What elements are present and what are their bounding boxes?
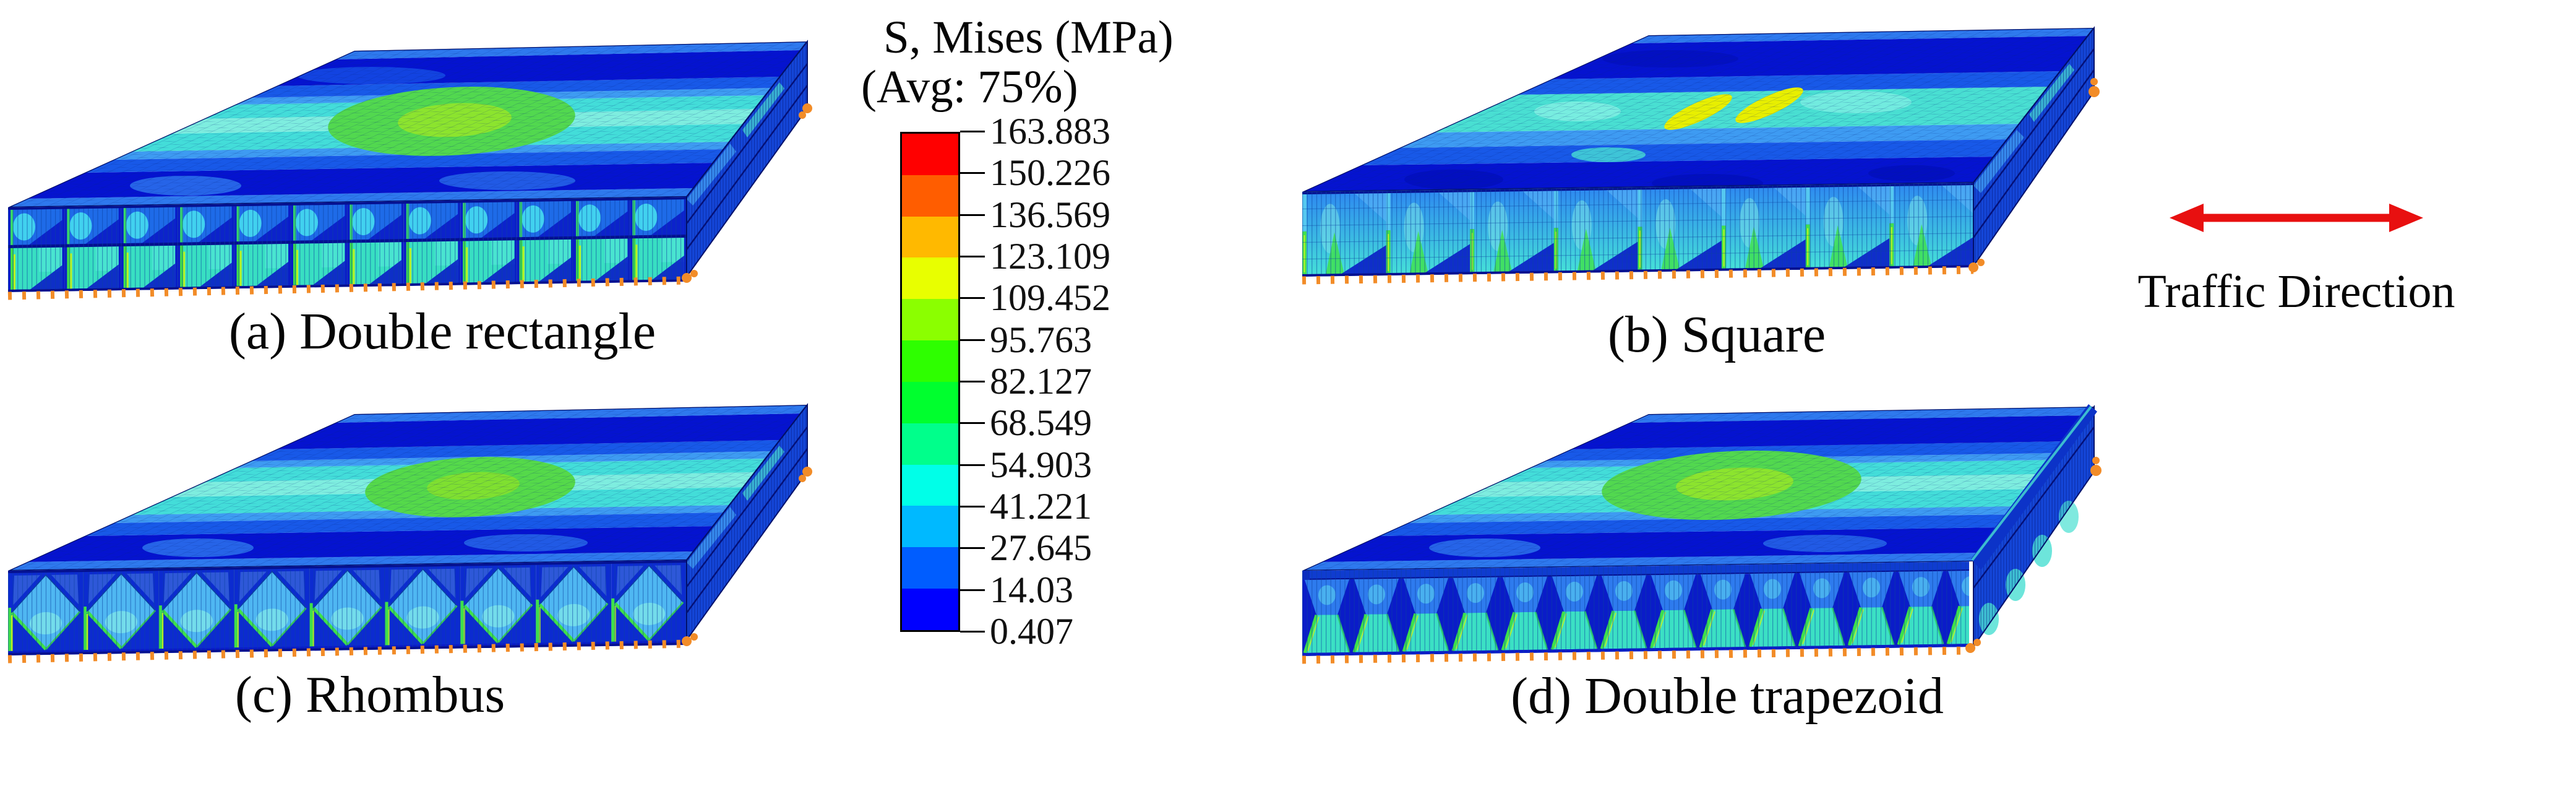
legend-band: [902, 340, 958, 382]
legend-band: [902, 381, 958, 423]
panel-d-front-face: [1302, 561, 1969, 656]
panel-d-top-face: [1302, 407, 2094, 571]
legend-tick: [960, 256, 985, 257]
legend-tick: [960, 506, 985, 508]
legend-tick-value: 41.221: [990, 485, 1092, 527]
panel-a-boundary-markers: [7, 103, 812, 300]
legend-tick: [960, 464, 985, 466]
legend-band: [902, 506, 958, 548]
legend-tick: [960, 339, 985, 341]
legend-tick: [960, 589, 985, 591]
legend-tick: [960, 631, 985, 633]
legend-band: [902, 589, 958, 630]
panel-a-top-face: [8, 41, 807, 207]
legend-tick-value: 14.03: [990, 569, 1073, 610]
legend-band: [902, 175, 958, 217]
legend-subtitle: (Avg: 75%): [861, 61, 1078, 113]
panel-a-side-face: [685, 40, 809, 279]
panel-b-caption: (b) Square: [1607, 306, 1826, 363]
panel-d-model: [1302, 404, 2102, 664]
legend-band: [902, 216, 958, 258]
panel-c-caption: (c) Rhombus: [234, 666, 505, 724]
panel-c-top-face: [8, 405, 807, 571]
panel-d-caption: (d) Double trapezoid: [1511, 667, 1944, 725]
legend-band: [902, 299, 958, 341]
panel-b-model: [1302, 26, 2100, 285]
legend-tick: [960, 297, 985, 299]
legend-tick-value: 123.109: [990, 235, 1110, 277]
legend-tick: [960, 422, 985, 424]
legend-colorbar: [900, 132, 960, 632]
legend-title: S, Mises (MPa): [883, 12, 1174, 63]
legend-band: [902, 257, 958, 300]
legend-tick: [960, 381, 985, 383]
panel-b-side-face: [1972, 26, 2095, 269]
legend-tick-value: 0.407: [990, 610, 1073, 652]
traffic-direction-label: Traffic Direction: [2137, 266, 2455, 318]
traffic-direction-arrow: [2170, 204, 2423, 232]
panel-c-front-face: [8, 560, 687, 655]
panel-a-caption: (a) Double rectangle: [228, 303, 656, 360]
legend-band: [902, 547, 958, 589]
legend-band: [902, 464, 958, 506]
panel-b-top-face: [1302, 28, 2094, 192]
legend-tick: [960, 131, 985, 132]
legend-tick-labels: 163.883 150.226 136.569 123.109 109.452 …: [990, 111, 1110, 652]
panel-d-side-face: [1971, 404, 2097, 649]
legend-band: [902, 134, 958, 175]
panel-c-boundary-markers: [7, 467, 812, 663]
legend-tick: [960, 214, 985, 216]
legend-tick: [960, 172, 985, 174]
legend-band: [902, 423, 958, 465]
legend-tick-value: 68.549: [990, 402, 1092, 444]
legend-tick-value: 163.883: [990, 111, 1110, 152]
legend-tick-value: 27.645: [990, 527, 1092, 569]
panel-c-side-face: [685, 403, 809, 642]
legend-tick-value: 109.452: [990, 277, 1110, 319]
legend-tick-value: 82.127: [990, 360, 1092, 402]
panel-b-boundary-markers: [1302, 78, 2100, 285]
panel-a-model: [7, 40, 812, 300]
legend-tick: [960, 547, 985, 549]
panel-a-front-face: [8, 196, 687, 292]
legend-tick-value: 54.903: [990, 444, 1092, 485]
panel-c-model: [7, 403, 812, 663]
panel-d-boundary-markers: [1302, 457, 2102, 664]
legend-tick-value: 95.763: [990, 319, 1092, 360]
legend-tick-value: 150.226: [990, 152, 1110, 194]
panel-b-front-face: [1302, 183, 1973, 277]
legend-tick-value: 136.569: [990, 194, 1110, 235]
